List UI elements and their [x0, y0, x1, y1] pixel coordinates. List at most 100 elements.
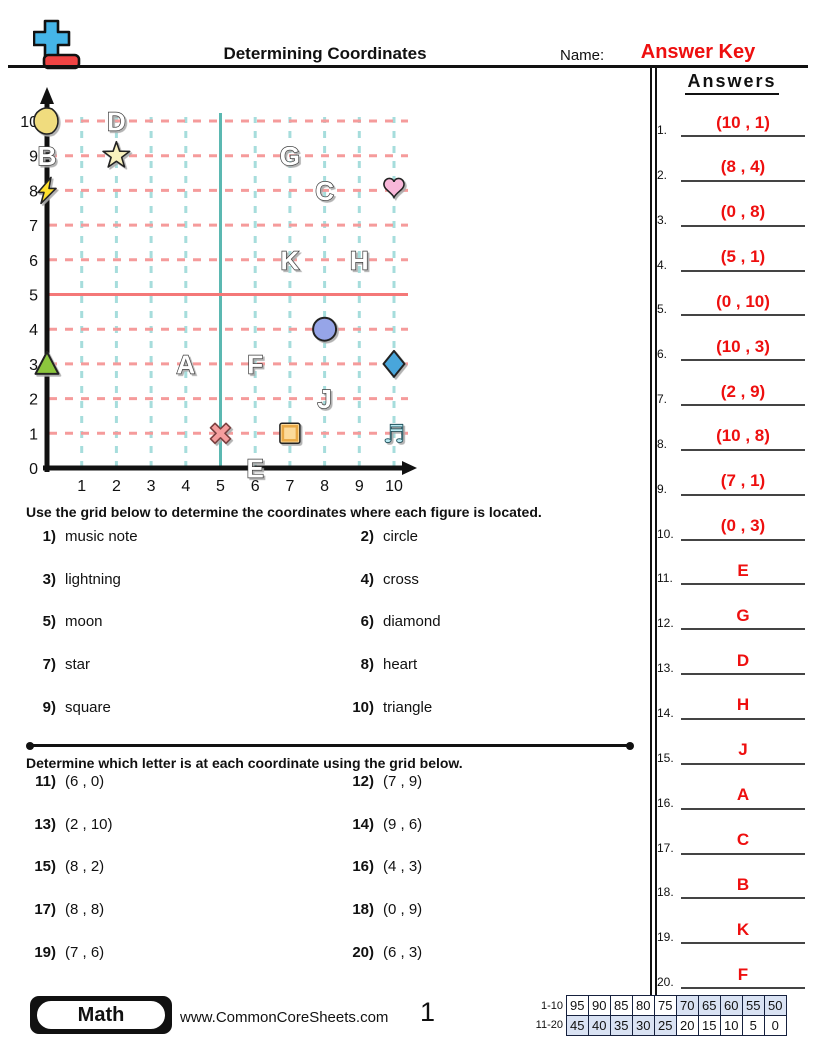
answer-row: 4. (5 , 1) [657, 241, 805, 272]
question-text: lightning [65, 570, 121, 588]
answer-number: 5. [657, 302, 668, 317]
question-item: 8) heart [344, 656, 632, 699]
answer-blank-line: (10 , 1) [681, 110, 805, 137]
answer-value: (0 , 3) [720, 516, 766, 536]
question-text: (2 , 10) [65, 815, 113, 833]
answer-row: 17. C [657, 824, 805, 855]
question-text: circle [383, 528, 419, 545]
score-cell: 35 [609, 1014, 633, 1036]
answer-row: 10. (0 , 3) [657, 510, 805, 541]
question-text: (7 , 6) [65, 943, 105, 961]
answer-row: 6. (10 , 3) [657, 330, 805, 362]
question-item: 18) (0 , 9) [344, 901, 632, 944]
answer-value: (7 , 1) [720, 471, 766, 491]
answer-value: (10 , 8) [716, 426, 770, 446]
question-item: 4) cross [344, 571, 632, 614]
question-text: (7 , 9) [383, 773, 423, 790]
y-tick-label: 6 [29, 253, 38, 270]
answer-blank-line: (7 , 1) [681, 468, 805, 496]
answer-number: 11. [657, 571, 673, 586]
answer-number: 20. [657, 975, 674, 990]
question-number: 10) [352, 698, 374, 716]
question-item: 13) (2 , 10) [26, 816, 344, 859]
question-number: 11) [35, 773, 56, 790]
x-tick-label: 8 [320, 478, 329, 495]
answer-value: C [736, 830, 750, 849]
score-cell: 65 [697, 995, 721, 1016]
section1-questions: 1) music note 2) circle 3) lightning 4) … [26, 528, 632, 741]
answer-row: 1. (10 , 1) [657, 106, 805, 137]
question-number: 12) [352, 773, 374, 790]
x-tick-label: 5 [216, 478, 225, 495]
question-number: 20) [352, 943, 374, 961]
answer-number: 12. [657, 616, 674, 631]
answer-row: 8. (10 , 8) [657, 420, 805, 451]
score-cell: 45 [565, 1014, 589, 1036]
x-tick-label: 1 [77, 478, 86, 495]
answer-blank-line: J [681, 737, 805, 765]
answer-blank-line: (10 , 3) [681, 334, 805, 362]
grid-point-letter-K: K [280, 245, 300, 276]
grid-point-note: ♬ [382, 419, 405, 449]
question-number: 17) [34, 901, 56, 919]
score-cell: 70 [675, 995, 699, 1016]
answer-row: 3. (0 , 8) [657, 196, 805, 227]
score-cell: 50 [763, 995, 787, 1016]
score-cell: 60 [719, 995, 743, 1016]
question-text: cross [383, 570, 419, 588]
score-cell: 15 [697, 1014, 721, 1036]
answer-value: K [736, 919, 750, 939]
answer-blank-line: (2 , 9) [681, 379, 805, 407]
answer-blank-line: E [681, 558, 805, 586]
answer-row: 20. F [657, 958, 805, 990]
score-cell: 75 [653, 995, 677, 1016]
answer-row: 5. (0 , 10) [657, 285, 805, 317]
answer-number: 10. [657, 526, 674, 541]
score-cell: 55 [741, 995, 765, 1016]
answers-list: 1. (10 , 1) 2. (8 , 4) 3. (0 , 8) 4 [657, 106, 805, 1003]
svg-text:A: A [176, 349, 195, 379]
answer-blank-line: (10 , 8) [681, 423, 805, 451]
question-item: 19) (7 , 6) [26, 944, 344, 987]
y-tick-label: 2 [29, 392, 38, 409]
question-item: 20) (6 , 3) [344, 944, 632, 987]
answer-value: (8 , 4) [720, 157, 766, 177]
grid-point-letter-C: C [315, 175, 335, 206]
answer-blank-line: H [681, 692, 805, 720]
answer-number: 13. [657, 661, 674, 676]
answers-title: Answers [658, 71, 806, 95]
answer-blank-line: D [681, 648, 805, 676]
svg-text:D: D [107, 107, 126, 137]
answer-row: 15. J [657, 734, 805, 765]
svg-text:E: E [247, 454, 264, 484]
answer-value: (10 , 1) [716, 112, 770, 132]
answer-blank-line: F [681, 962, 805, 990]
question-item: 5) moon [26, 613, 344, 656]
answer-value: (0 , 10) [716, 291, 770, 311]
answer-blank-line: (0 , 10) [681, 289, 805, 317]
answer-row: 9. (7 , 1) [657, 465, 805, 496]
question-number: 4) [360, 570, 374, 588]
question-text: music note [65, 528, 138, 545]
y-tick-label: 7 [29, 218, 38, 235]
question-number: 14) [352, 815, 374, 833]
answer-number: 3. [657, 212, 668, 227]
svg-text:H: H [350, 245, 369, 275]
question-number: 6) [360, 613, 374, 631]
question-item: 16) (4 , 3) [344, 858, 632, 901]
score-cell: 90 [587, 995, 611, 1016]
answer-number: 18. [657, 885, 674, 900]
grid-point-letter-H: H [349, 245, 369, 276]
question-item: 12) (7 , 9) [344, 773, 632, 816]
question-number: 16) [352, 858, 374, 876]
x-tick-label: 7 [285, 478, 294, 495]
question-number: 18) [352, 901, 374, 919]
answer-blank-line: G [681, 603, 805, 631]
y-tick-label: 9 [29, 149, 38, 166]
answer-number: 7. [657, 392, 668, 407]
answer-row: 14. H [657, 689, 805, 720]
answer-blank-line: C [681, 827, 805, 855]
answer-value: (10 , 3) [716, 336, 770, 356]
header-rule [8, 65, 808, 68]
plus-icon [33, 19, 71, 58]
